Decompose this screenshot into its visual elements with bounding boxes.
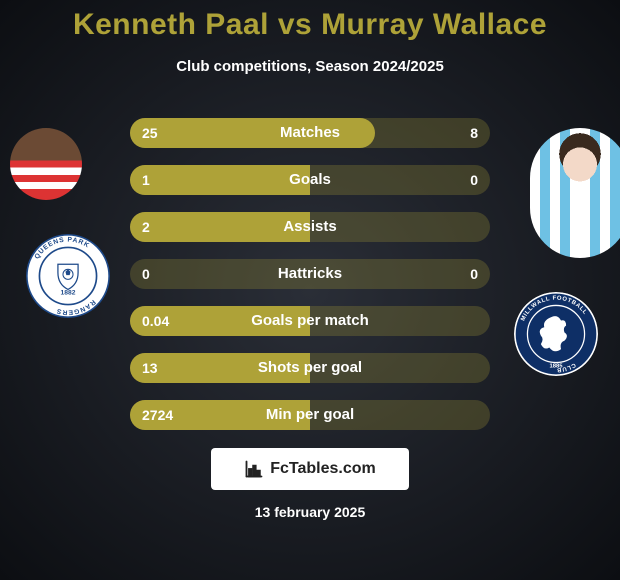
value-left: 2 [142, 212, 150, 242]
svg-text:1885: 1885 [549, 364, 563, 370]
stat-row: Goals1 0 [130, 165, 490, 195]
subtitle: Club competitions, Season 2024/2025 [0, 58, 620, 75]
stat-label: Goals [130, 165, 490, 195]
comparison-chart: Matches258Goals10Assists2Hattricks00Goal… [130, 118, 490, 447]
value-left: 2724 [142, 400, 173, 430]
stat-row: Shots per goal13 [130, 353, 490, 383]
date-text: 13 february 2025 [0, 504, 620, 520]
stat-label: Assists [130, 212, 490, 242]
title-player2: Murray Wallace [321, 8, 547, 41]
stat-row: Goals per match0.04 [130, 306, 490, 336]
svg-text:1882: 1882 [61, 289, 76, 296]
value-right: 0 [470, 259, 478, 289]
value-left: 25 [142, 118, 158, 148]
stat-row: Min per goal2724 [130, 400, 490, 430]
club1-badge: QUEENS PARK RANGERS 1882 [26, 234, 110, 318]
player2-avatar [530, 128, 620, 258]
value-left: 0 [142, 259, 150, 289]
club2-badge: MILLWALL FOOTBALL CLUB 1885 [514, 292, 598, 376]
page-title: Kenneth Paal vs Murray Wallace [0, 0, 620, 42]
stat-label: Matches [130, 118, 490, 148]
title-vs: vs [278, 8, 312, 41]
title-player1: Kenneth Paal [73, 8, 269, 41]
stat-label: Hattricks [130, 259, 490, 289]
stat-row: Hattricks0 0 [130, 259, 490, 289]
stat-label: Goals per match [130, 306, 490, 336]
value-right: 8 [470, 118, 478, 148]
chart-icon [244, 459, 264, 479]
value-left: 0.04 [142, 306, 169, 336]
value-right: 0 [470, 165, 478, 195]
stat-label: Min per goal [130, 400, 490, 430]
stat-row: Matches25 8 [130, 118, 490, 148]
value-left: 13 [142, 353, 158, 383]
stat-row: Assists2 [130, 212, 490, 242]
value-left: 1 [142, 165, 150, 195]
brand-text: FcTables.com [270, 460, 376, 478]
stat-label: Shots per goal [130, 353, 490, 383]
brand-badge: FcTables.com [211, 448, 409, 490]
player1-avatar [10, 128, 82, 200]
